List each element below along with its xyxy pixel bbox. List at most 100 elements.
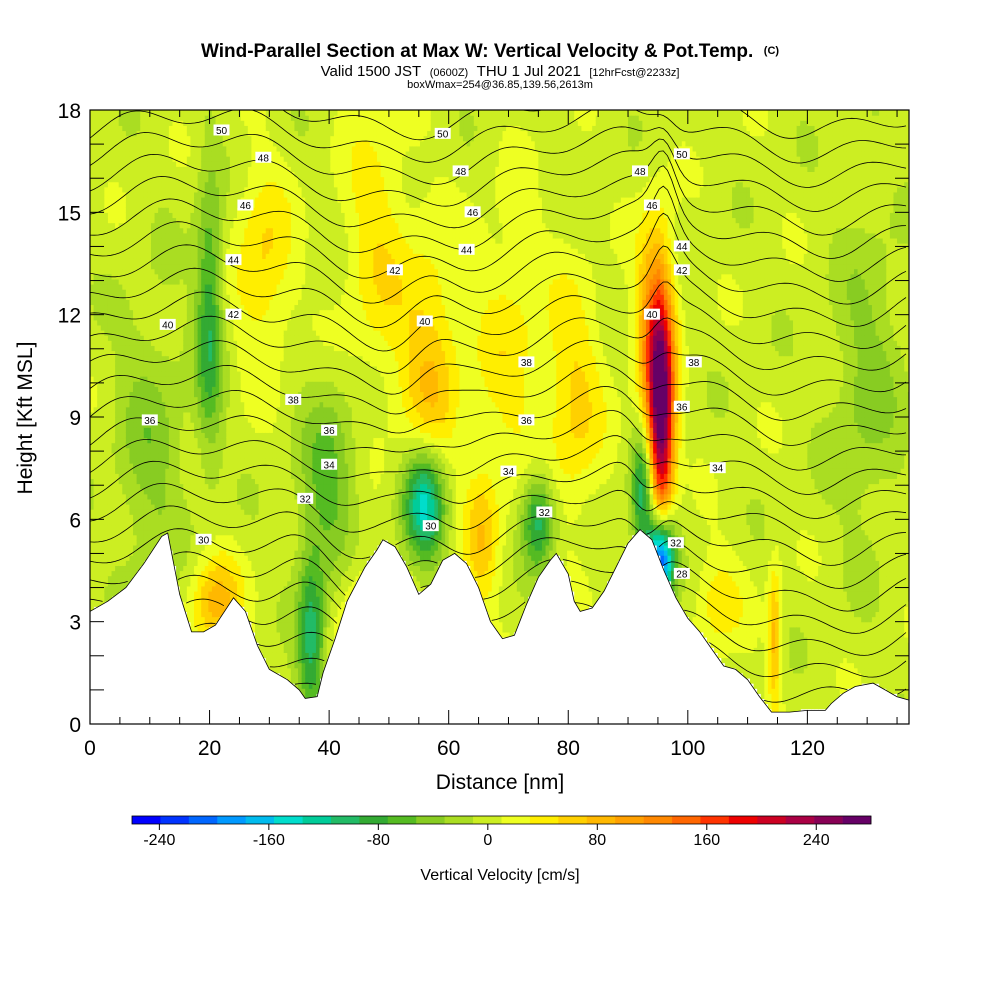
- velocity-cell: [129, 473, 133, 479]
- velocity-cell: [133, 294, 137, 300]
- velocity-cell: [112, 432, 116, 438]
- velocity-cell: [147, 120, 151, 126]
- velocity-cell: [183, 289, 187, 295]
- velocity-cell: [201, 212, 205, 218]
- velocity-cell: [115, 187, 119, 193]
- velocity-cell: [108, 171, 112, 177]
- velocity-cell: [187, 397, 191, 403]
- velocity-cell: [126, 130, 130, 136]
- velocity-cell: [187, 386, 191, 392]
- velocity-cell: [151, 356, 155, 362]
- velocity-cell: [194, 437, 198, 443]
- velocity-cell: [94, 366, 98, 372]
- velocity-cell: [137, 228, 141, 234]
- velocity-cell: [190, 156, 194, 162]
- velocity-cell: [158, 468, 162, 474]
- velocity-cell: [115, 151, 119, 157]
- velocity-cell: [90, 238, 94, 244]
- velocity-cell: [187, 284, 191, 290]
- velocity-cell: [190, 258, 194, 264]
- velocity-cell: [133, 223, 137, 229]
- velocity-cell: [140, 397, 144, 403]
- velocity-cell: [133, 233, 137, 239]
- velocity-cell: [155, 356, 159, 362]
- velocity-cell: [158, 125, 162, 131]
- velocity-cell: [205, 299, 209, 305]
- velocity-cell: [112, 576, 116, 582]
- velocity-cell: [169, 514, 173, 520]
- velocity-cell: [169, 335, 173, 341]
- velocity-cell: [162, 253, 166, 259]
- velocity-cell: [137, 443, 141, 449]
- velocity-cell: [90, 151, 94, 157]
- velocity-cell: [205, 407, 209, 413]
- velocity-cell: [122, 448, 126, 454]
- velocity-cell: [198, 294, 202, 300]
- velocity-cell: [155, 473, 159, 479]
- velocity-cell: [144, 284, 148, 290]
- velocity-cell: [122, 228, 126, 234]
- velocity-cell: [208, 407, 212, 413]
- velocity-cell: [169, 289, 173, 295]
- velocity-cell: [158, 269, 162, 275]
- velocity-cell: [187, 504, 191, 510]
- velocity-cell: [194, 448, 198, 454]
- velocity-cell: [176, 509, 180, 515]
- velocity-cell: [187, 253, 191, 259]
- velocity-cell: [126, 228, 130, 234]
- velocity-cell: [180, 361, 184, 367]
- velocity-cell: [90, 397, 94, 403]
- velocity-cell: [155, 187, 159, 193]
- velocity-cell: [137, 115, 141, 121]
- velocity-cell: [94, 489, 98, 495]
- velocity-cell: [115, 310, 119, 316]
- velocity-cell: [122, 299, 126, 305]
- velocity-cell: [140, 407, 144, 413]
- velocity-cell: [137, 274, 141, 280]
- velocity-cell: [115, 350, 119, 356]
- velocity-cell: [129, 264, 133, 270]
- velocity-cell: [165, 294, 169, 300]
- velocity-cell: [176, 146, 180, 152]
- velocity-cell: [198, 509, 202, 515]
- velocity-cell: [162, 228, 166, 234]
- velocity-cell: [108, 468, 112, 474]
- velocity-cell: [115, 514, 119, 520]
- velocity-cell: [190, 555, 194, 561]
- velocity-cell: [144, 494, 148, 500]
- velocity-cell: [162, 407, 166, 413]
- velocity-cell: [101, 299, 105, 305]
- velocity-cell: [198, 519, 202, 525]
- velocity-cell: [205, 391, 209, 397]
- velocity-cell: [194, 611, 198, 617]
- velocity-cell: [101, 386, 105, 392]
- velocity-cell: [137, 187, 141, 193]
- velocity-cell: [108, 110, 112, 116]
- velocity-cell: [126, 223, 130, 229]
- velocity-cell: [108, 258, 112, 264]
- velocity-cell: [201, 264, 205, 270]
- velocity-cell: [208, 504, 212, 510]
- velocity-cell: [115, 545, 119, 551]
- velocity-cell: [133, 120, 137, 126]
- velocity-cell: [126, 540, 130, 546]
- velocity-cell: [101, 202, 105, 208]
- velocity-cell: [112, 565, 116, 571]
- velocity-cell: [190, 340, 194, 346]
- velocity-cell: [165, 340, 169, 346]
- velocity-cell: [144, 330, 148, 336]
- velocity-cell: [162, 192, 166, 198]
- velocity-cell: [137, 468, 141, 474]
- velocity-cell: [101, 166, 105, 172]
- velocity-cell: [137, 361, 141, 367]
- velocity-cell: [190, 504, 194, 510]
- velocity-cell: [173, 371, 177, 377]
- velocity-cell: [90, 156, 94, 162]
- velocity-cell: [165, 161, 169, 167]
- velocity-cell: [194, 274, 198, 280]
- velocity-cell: [97, 402, 101, 408]
- velocity-cell: [108, 192, 112, 198]
- velocity-cell: [180, 494, 184, 500]
- velocity-cell: [112, 540, 116, 546]
- velocity-cell: [133, 560, 137, 566]
